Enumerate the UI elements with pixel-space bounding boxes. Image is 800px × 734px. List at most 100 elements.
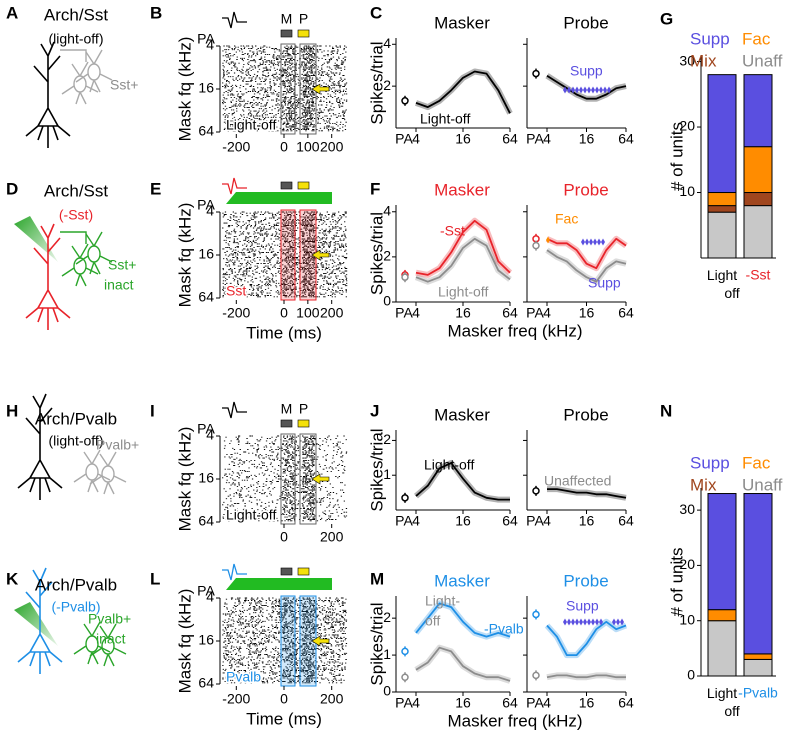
pa-point xyxy=(401,97,409,105)
spike-raster xyxy=(222,45,348,132)
significance-marker xyxy=(620,618,624,626)
y-axis-label: Mask fq (kHz) xyxy=(175,427,194,532)
subplot-title: Probe xyxy=(563,180,608,199)
panel-letter: G xyxy=(660,9,673,28)
significance-marker xyxy=(575,618,579,626)
tuning-curve xyxy=(415,462,510,501)
bar-segment xyxy=(707,493,737,611)
bar-segment xyxy=(743,653,773,660)
y-tick-label: 2 xyxy=(383,431,391,447)
stimulus-marker xyxy=(297,181,310,190)
raster-annotation: Sst xyxy=(226,283,246,299)
bar-segment xyxy=(743,658,773,677)
stimulus-window xyxy=(280,595,296,687)
x-tick-label: 0 xyxy=(280,139,288,155)
x-tick-label: Light off xyxy=(707,685,740,719)
panel-letter: C xyxy=(370,3,382,22)
y-tick-label: 16 xyxy=(198,632,214,648)
y-axis-label: Spikes/trial xyxy=(367,212,386,295)
x-tick-label: 64 xyxy=(502,305,518,321)
pa-point xyxy=(401,494,409,502)
cell-state: inact xyxy=(96,631,126,647)
x-tick-label: 4 xyxy=(543,695,551,711)
significance-marker xyxy=(585,238,589,246)
x-tick-label: 16 xyxy=(455,695,471,711)
tuning-curve xyxy=(415,646,511,682)
x-tick-label: 64 xyxy=(502,513,518,529)
subplot-title: Masker xyxy=(434,180,490,199)
y-tick-label: 4 xyxy=(383,35,391,51)
significance-marker xyxy=(601,238,605,246)
bar-segment xyxy=(707,609,737,622)
x-tick-label: 64 xyxy=(618,513,634,529)
stimulus-marker xyxy=(280,181,293,190)
y-tick-label: 0 xyxy=(383,683,391,699)
significance-marker xyxy=(587,618,591,626)
significance-marker xyxy=(583,86,587,94)
waveform-icon xyxy=(222,11,247,29)
legend-entry: Fac xyxy=(742,29,771,48)
significance-marker xyxy=(612,618,616,626)
x-tick-label: 100 xyxy=(296,305,320,321)
panel-letter: L xyxy=(150,569,160,588)
legend-entry: Fac xyxy=(742,453,771,472)
schematic-k xyxy=(14,567,127,675)
significance-marker xyxy=(597,238,601,246)
annotation: Light-off xyxy=(438,284,488,300)
significance-marker xyxy=(599,86,603,94)
waveform-icon xyxy=(222,177,247,195)
stimulus-window xyxy=(280,43,296,135)
raster-annotation: Pvalb xyxy=(226,669,261,685)
pa-point xyxy=(401,673,409,681)
legend-entry: Unaff xyxy=(742,475,783,494)
tuning-curve xyxy=(415,602,511,638)
bar-segment xyxy=(707,211,737,259)
cell-label: Pvalb+ xyxy=(88,611,131,627)
x-tick-label: 64 xyxy=(618,131,634,147)
x-tick-label: 16 xyxy=(579,131,595,147)
panel-letter: K xyxy=(6,569,19,588)
x-tick-label: -Sst xyxy=(746,267,771,283)
x-tick-label: -200 xyxy=(222,139,250,155)
bar-segment xyxy=(743,192,773,207)
significance-marker xyxy=(595,86,599,94)
panel-letter: F xyxy=(370,179,380,198)
stimulus-label: PA xyxy=(395,695,413,711)
panel-letter: J xyxy=(370,401,379,420)
annotation: Supp xyxy=(566,598,599,614)
annotation: Fac xyxy=(555,211,578,227)
y-tick-label: 64 xyxy=(198,123,214,139)
tuning-curve xyxy=(415,237,511,283)
stimulus-label: PA xyxy=(197,197,215,213)
stimulus-label: PA xyxy=(395,513,413,529)
significance-marker xyxy=(583,618,587,626)
significance-marker xyxy=(603,86,607,94)
cell-label: Sst+ xyxy=(108,257,136,273)
x-axis-label: Masker freq (kHz) xyxy=(447,321,582,340)
stimulus-marker xyxy=(297,567,310,576)
stimulus-marker xyxy=(297,419,310,428)
raster-annotation: Light-off xyxy=(226,507,276,523)
y-tick-label: 64 xyxy=(198,675,214,691)
stimulus-marker-label: M xyxy=(281,401,293,417)
y-tick-label: 10 xyxy=(679,183,695,199)
y-tick-label: 0 xyxy=(383,293,391,309)
x-tick-label: -200 xyxy=(222,305,250,321)
schematic-d xyxy=(14,216,113,331)
cell-state: inact xyxy=(104,277,134,293)
tuning-curve xyxy=(547,488,627,499)
tuning-curve xyxy=(546,249,627,283)
panel-letter: I xyxy=(150,401,155,420)
x-tick-label: 16 xyxy=(579,513,595,529)
x-tick-label: -200 xyxy=(222,691,250,707)
y-tick-label: 1 xyxy=(383,646,391,662)
stimulus-window xyxy=(280,209,296,301)
x-tick-label: -Pvalb xyxy=(738,685,778,701)
interneuron xyxy=(75,49,113,93)
x-tick-label: 4 xyxy=(543,305,551,321)
x-tick-label: 4 xyxy=(412,513,420,529)
panel-letter: B xyxy=(150,3,162,22)
pa-point xyxy=(532,69,540,78)
y-axis-label: Mask fq (kHz) xyxy=(175,37,194,142)
subplot-title: Masker xyxy=(434,13,490,32)
